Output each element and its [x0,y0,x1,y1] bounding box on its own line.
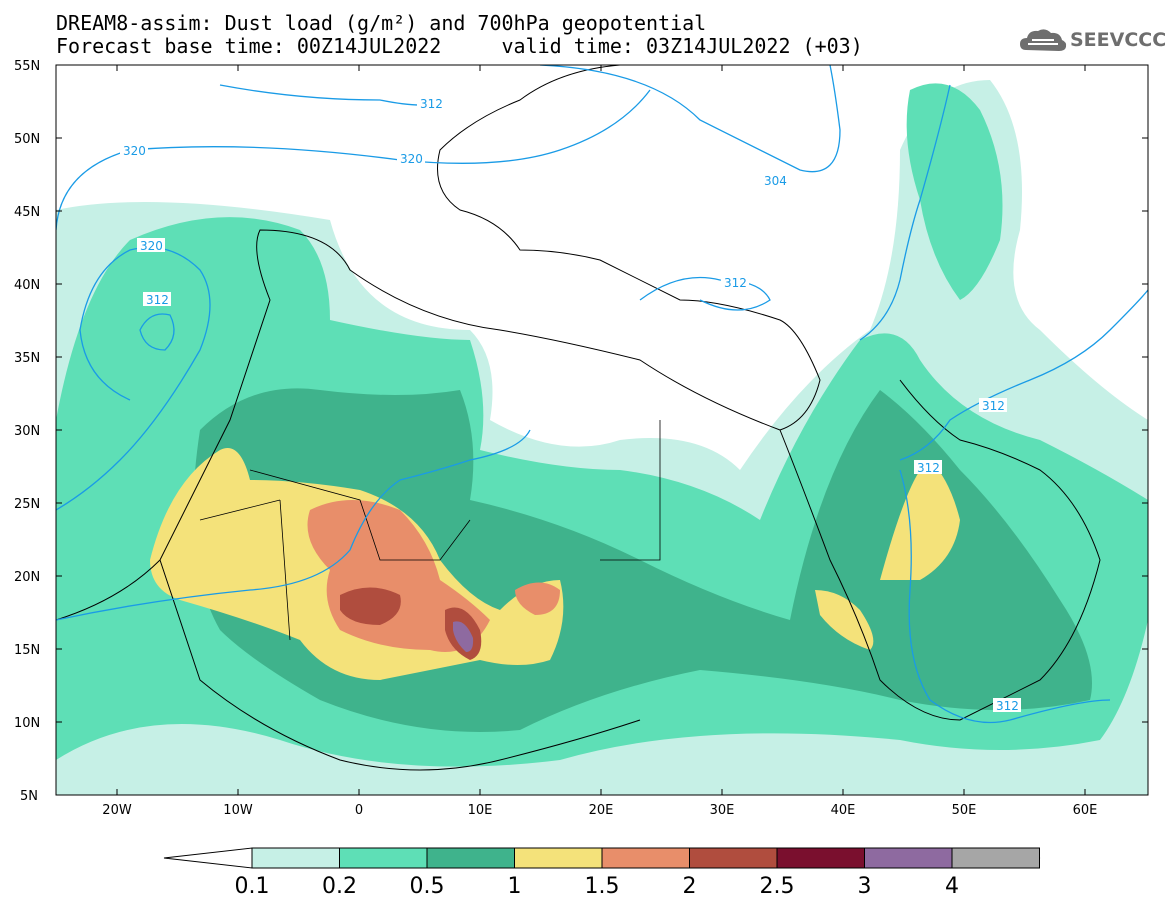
contour-label: 304 [764,174,787,188]
seevccc-logo: SEEVCCC [1018,24,1165,56]
y-tick-label: 50N [14,132,40,147]
contour-labels: 320 320 312 312 304 320 312 312 312 312 [120,96,1021,713]
colorbar-label: 2.5 [760,874,795,899]
colorbar-label: 1.5 [585,874,620,899]
y-tick-label: 20N [14,570,40,585]
colorbar-label: 2 [683,874,697,899]
x-tick-label: 50E [952,803,977,818]
contour-label: 312 [724,276,747,290]
x-tick-label: 20W [102,803,132,818]
contour-label: 312 [420,97,443,111]
tick-marks [56,64,1148,796]
y-tick-label: 10N [14,716,40,731]
x-tick-label: 20E [589,803,614,818]
contour-label: 312 [982,399,1005,413]
x-tick-label: 0 [355,803,363,818]
y-tick-label: 15N [14,643,40,658]
x-tick-label: 60E [1073,803,1098,818]
colorbar-label: 1 [508,874,522,899]
colorbar [163,847,1041,869]
y-tick-label: 40N [14,278,40,293]
contour-label: 320 [400,152,423,166]
colorbar-labels: 0.1 0.2 0.5 1 1.5 2 2.5 3 4 [235,874,960,899]
contour-label: 320 [123,144,146,158]
contour-label: 312 [146,293,169,307]
colorbar-swatch [339,847,428,869]
map-field [56,65,1148,795]
coastline [56,65,821,621]
dust-level-2-caspian [906,83,1003,300]
y-tick-label: 5N [20,789,38,804]
contour-label: 320 [140,239,163,253]
colorbar-swatch [601,847,690,869]
colorbar-swatch [864,847,953,869]
dust-level-8 [453,621,474,652]
y-tick-label: 55N [14,59,40,74]
contour-label: 312 [996,699,1019,713]
map-title: DREAM8-assim: Dust load (g/m²) and 700hP… [56,11,707,35]
colorbar-low-arrow [163,847,253,869]
map-subtitle: Forecast base time: 00Z14JUL2022 valid t… [56,34,863,58]
colorbar-label: 0.5 [410,874,445,899]
coastline-guinea [159,559,641,771]
x-tick-label: 10W [223,803,253,818]
y-tick-label: 25N [14,497,40,512]
dust-level-6 [340,587,401,625]
dust-level-4-arabia [880,460,960,580]
colorbar-swatch [951,847,1040,869]
coastline-arabia [779,379,1101,721]
colorbar-label: 0.1 [235,874,270,899]
colorbar-swatch [251,847,340,869]
colorbar-swatch [776,847,865,869]
colorbar-label: 0.2 [322,874,357,899]
y-tick-label: 45N [14,205,40,220]
x-tick-label: 10E [468,803,493,818]
y-tick-label: 30N [14,424,40,439]
y-axis-labels: 55N 50N 45N 40N 35N 30N 25N 20N 15N 10N … [14,59,40,804]
x-tick-label: 40E [831,803,856,818]
y-tick-label: 35N [14,351,40,366]
colorbar-swatch [426,847,515,869]
cloud-logo-icon [1020,29,1067,51]
colorbar-label: 4 [945,874,959,899]
dust-level-5-chad [515,582,560,615]
contour-label: 312 [917,461,940,475]
logo-text: SEEVCCC [1070,29,1165,51]
colorbar-swatch [689,847,778,869]
x-tick-label: 30E [710,803,735,818]
x-axis-labels: 20W 10W 0 10E 20E 30E 40E 50E 60E [102,803,1097,818]
colorbar-swatch [514,847,603,869]
colorbar-label: 3 [858,874,872,899]
borders [199,420,661,641]
dust-level-4-redsea [815,590,874,650]
